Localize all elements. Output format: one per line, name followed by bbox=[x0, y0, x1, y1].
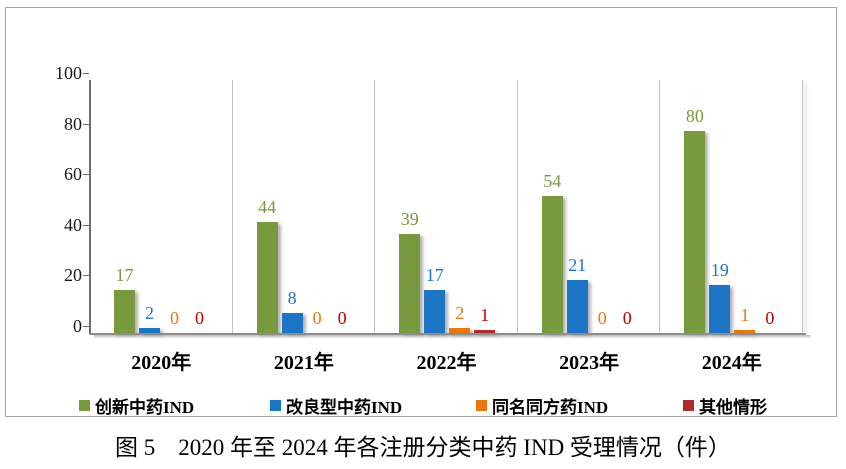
x-axis-label-2023年: 2023年 bbox=[559, 352, 620, 374]
y-axis-tick-label: 100 bbox=[55, 63, 82, 83]
x-axis-label-2020年: 2020年 bbox=[131, 352, 192, 374]
bar-创新中药IND-2021年 bbox=[256, 221, 278, 333]
value-label: 0 bbox=[337, 308, 347, 328]
y-axis-tick bbox=[83, 174, 89, 176]
bar-改良型中药IND-2020年 bbox=[139, 327, 160, 333]
value-label: 1 bbox=[740, 305, 750, 326]
legend-label: 改良型中药IND bbox=[286, 397, 403, 417]
legend-swatch-icon bbox=[79, 399, 90, 411]
bar-其他情形-2022年 bbox=[474, 330, 496, 333]
value-label: 0 bbox=[765, 308, 775, 328]
value-label: 17 bbox=[115, 265, 134, 285]
bar-创新中药IND-2023年 bbox=[541, 196, 563, 333]
value-label: 39 bbox=[400, 209, 419, 230]
y-axis-tick-label: 0 bbox=[73, 316, 82, 336]
y-axis-tick-label: 20 bbox=[64, 265, 82, 286]
legend-label: 创新中药IND bbox=[95, 397, 195, 417]
y-axis-tick-label: 40 bbox=[64, 214, 82, 235]
y-axis-tick-label: 80 bbox=[64, 113, 82, 134]
value-label: 17 bbox=[425, 265, 444, 285]
value-label: 54 bbox=[543, 171, 562, 192]
value-label: 1 bbox=[480, 305, 490, 326]
bar-创新中药IND-2020年 bbox=[114, 290, 135, 333]
value-label: 0 bbox=[622, 308, 632, 328]
legend-label: 同名同方药IND bbox=[492, 397, 609, 417]
y-axis-tick bbox=[83, 275, 89, 277]
legend-item-其他情形: 其他情形 bbox=[683, 394, 767, 417]
bar-创新中药IND-2024年 bbox=[684, 130, 706, 333]
legend-swatch-icon bbox=[476, 399, 487, 411]
figure-caption: 图 5 2020 年至 2024 年各注册分类中药 IND 受理情况（件） bbox=[115, 435, 731, 460]
x-axis-shadow bbox=[94, 335, 811, 339]
category-separator bbox=[374, 80, 375, 333]
y-axis-tick bbox=[83, 123, 89, 125]
bar-创新中药IND-2022年 bbox=[399, 234, 421, 333]
value-label: 2 bbox=[455, 302, 465, 323]
x-axis-line bbox=[89, 333, 806, 335]
value-label: 0 bbox=[312, 308, 322, 328]
value-label: 8 bbox=[287, 287, 297, 308]
category-separator bbox=[659, 80, 660, 333]
bar-改良型中药IND-2021年 bbox=[281, 312, 303, 333]
y-axis-tick bbox=[83, 73, 89, 74]
value-label: 19 bbox=[710, 259, 729, 280]
legend-label: 其他情形 bbox=[699, 397, 767, 417]
bar-改良型中药IND-2023年 bbox=[566, 279, 588, 333]
legend: 创新中药IND 改良型中药IND 同名同方药IND 其他情形 bbox=[6, 394, 836, 418]
category-separator bbox=[232, 80, 233, 333]
bar-改良型中药IND-2022年 bbox=[424, 290, 446, 333]
y-axis-line bbox=[89, 80, 91, 335]
value-label: 21 bbox=[568, 254, 587, 275]
bar-改良型中药IND-2024年 bbox=[709, 284, 731, 333]
value-label: 2 bbox=[145, 302, 154, 323]
plot-right-edge bbox=[802, 80, 803, 333]
x-axis-label-2024年: 2024年 bbox=[701, 352, 762, 374]
legend-item-改良型中药IND: 改良型中药IND bbox=[270, 394, 403, 417]
bar-同名同方药IND-2024年 bbox=[734, 330, 756, 333]
legend-item-创新中药IND: 创新中药IND bbox=[79, 394, 195, 417]
bar-同名同方药IND-2022年 bbox=[449, 327, 471, 333]
y-axis-tick bbox=[83, 326, 89, 327]
y-axis-tick-label: 60 bbox=[64, 164, 82, 185]
y-axis-tick bbox=[83, 224, 89, 226]
value-label: 0 bbox=[170, 308, 179, 328]
category-separator bbox=[517, 80, 518, 333]
x-axis-label-2022年: 2022年 bbox=[416, 352, 477, 374]
legend-swatch-icon bbox=[683, 399, 694, 411]
value-label: 44 bbox=[258, 196, 277, 217]
legend-swatch-icon bbox=[270, 399, 281, 411]
chart-border-box: 0 20 40 60 80 100 17 2 0 0 44 8 0 0 39 17 2 1 54 21 0 0 80 19 1… bbox=[5, 7, 837, 417]
value-label: 0 bbox=[597, 308, 607, 328]
x-axis-label-2021年: 2021年 bbox=[273, 352, 334, 374]
value-label: 80 bbox=[685, 105, 704, 126]
value-label: 0 bbox=[195, 308, 204, 328]
legend-item-同名同方药IND: 同名同方药IND bbox=[476, 394, 609, 417]
plot-area: 17 2 0 0 44 8 0 0 39 17 2 1 54 21 0 0 80 19 1 0 bbox=[90, 80, 803, 333]
